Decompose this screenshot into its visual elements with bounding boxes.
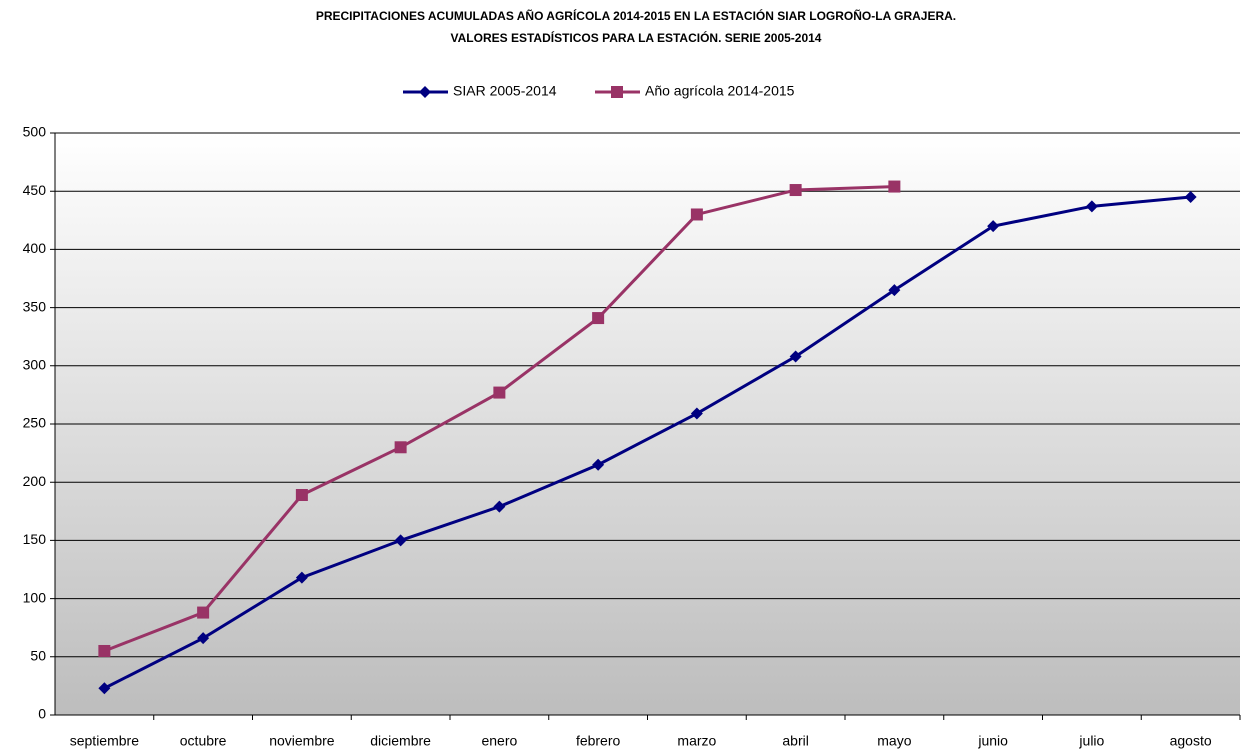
x-tick-label: enero: [481, 733, 517, 749]
data-point: [197, 606, 210, 619]
legend-label: Año agrícola 2014-2015: [645, 83, 795, 99]
x-tick-label: marzo: [677, 733, 716, 749]
x-tick-label: julio: [1078, 733, 1104, 749]
data-point: [197, 632, 210, 645]
data-point: [98, 682, 111, 695]
x-tick-label: agosto: [1170, 733, 1212, 749]
data-point: [493, 386, 506, 399]
data-point: [592, 458, 605, 471]
x-tick-label: abril: [782, 733, 808, 749]
x-tick-label: febrero: [576, 733, 621, 749]
x-tick-label: noviembre: [269, 733, 335, 749]
x-tick-label: septiembre: [70, 733, 139, 749]
data-point: [690, 208, 703, 221]
data-point: [888, 284, 901, 297]
data-point: [1085, 200, 1098, 213]
y-tick-label: 50: [30, 648, 46, 664]
data-point: [493, 500, 506, 513]
data-point: [592, 312, 605, 325]
data-point: [295, 489, 308, 502]
data-point: [394, 534, 407, 547]
y-tick-label: 350: [23, 298, 47, 314]
chart-title: PRECIPITACIONES ACUMULADAS AÑO AGRÍCOLA …: [316, 8, 956, 23]
x-tick-label: junio: [977, 733, 1008, 749]
legend-marker: [419, 86, 431, 98]
data-point: [789, 350, 802, 363]
legend-label: SIAR 2005-2014: [453, 83, 557, 99]
data-point: [789, 184, 802, 197]
y-tick-label: 200: [23, 473, 47, 489]
y-tick-label: 400: [23, 240, 47, 256]
legend-marker: [611, 86, 623, 98]
y-tick-label: 0: [38, 706, 46, 722]
data-point: [1184, 191, 1197, 204]
y-tick-label: 450: [23, 182, 47, 198]
data-point: [987, 220, 1000, 233]
data-point: [295, 571, 308, 584]
chart-title: VALORES ESTADÍSTICOS PARA LA ESTACIÓN. S…: [451, 30, 822, 45]
x-tick-label: mayo: [877, 733, 911, 749]
y-tick-label: 300: [23, 357, 47, 373]
data-point: [690, 407, 703, 420]
y-tick-label: 100: [23, 589, 47, 605]
data-point: [888, 180, 901, 193]
series-line: [103, 195, 1191, 690]
x-tick-label: diciembre: [370, 733, 431, 749]
y-tick-label: 500: [23, 124, 47, 140]
data-point: [98, 644, 111, 657]
y-tick-label: 150: [23, 531, 47, 547]
data-point: [394, 441, 407, 454]
y-tick-label: 250: [23, 415, 47, 431]
x-tick-label: octubre: [180, 733, 227, 749]
